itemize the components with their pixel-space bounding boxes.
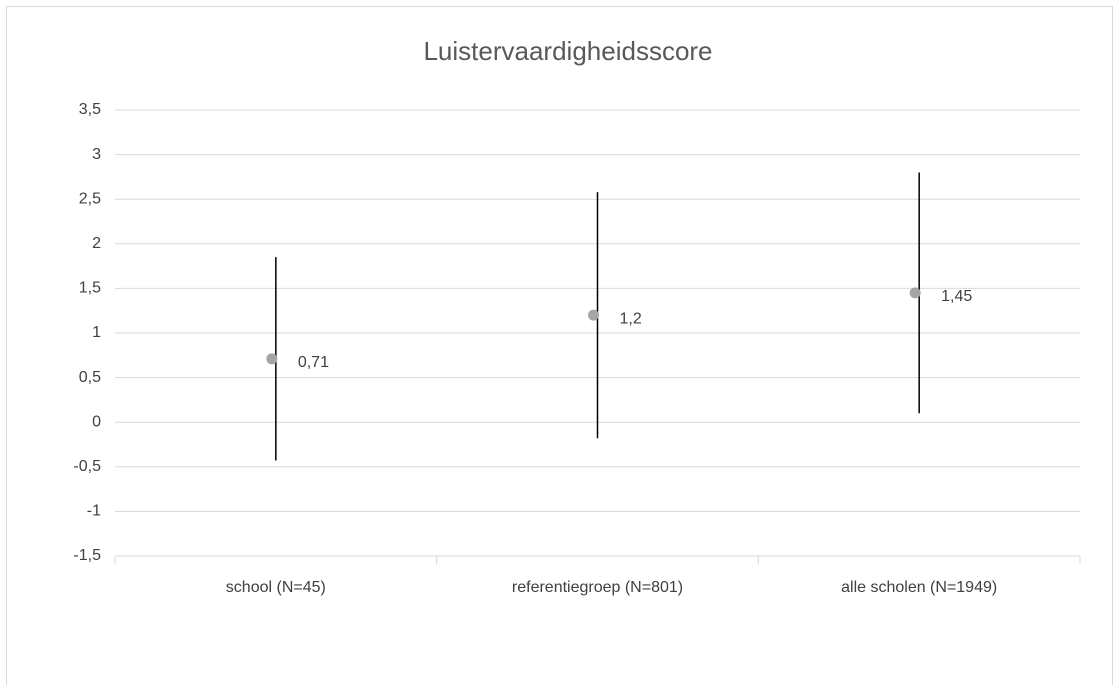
data-label: 1,45 — [941, 288, 972, 305]
y-tick-label: 0,5 — [79, 369, 101, 386]
y-tick-label: 2,5 — [79, 190, 101, 207]
x-tick-label: alle scholen (N=1949) — [841, 579, 997, 596]
y-tick-label: 3,5 — [79, 101, 101, 118]
y-tick-label: 0 — [92, 413, 101, 430]
y-tick-label: 1,5 — [79, 280, 101, 297]
y-tick-label: 3 — [92, 146, 101, 163]
y-tick-label: 2 — [92, 235, 101, 252]
y-tick-label: -1 — [87, 503, 101, 520]
y-tick-label: -1,5 — [73, 547, 101, 564]
chart-title: Luistervaardigheidsscore — [423, 36, 712, 66]
data-label: 0,71 — [298, 354, 329, 371]
data-point — [909, 287, 921, 299]
data-point — [266, 353, 278, 365]
chart-border — [6, 6, 1113, 690]
x-tick-label: school (N=45) — [226, 579, 326, 596]
data-label: 1,2 — [620, 310, 642, 327]
data-point — [588, 309, 599, 321]
x-tick-label: referentiegroep (N=801) — [512, 579, 683, 596]
y-tick-label: -0,5 — [73, 458, 101, 475]
y-tick-label: 1 — [92, 324, 101, 341]
